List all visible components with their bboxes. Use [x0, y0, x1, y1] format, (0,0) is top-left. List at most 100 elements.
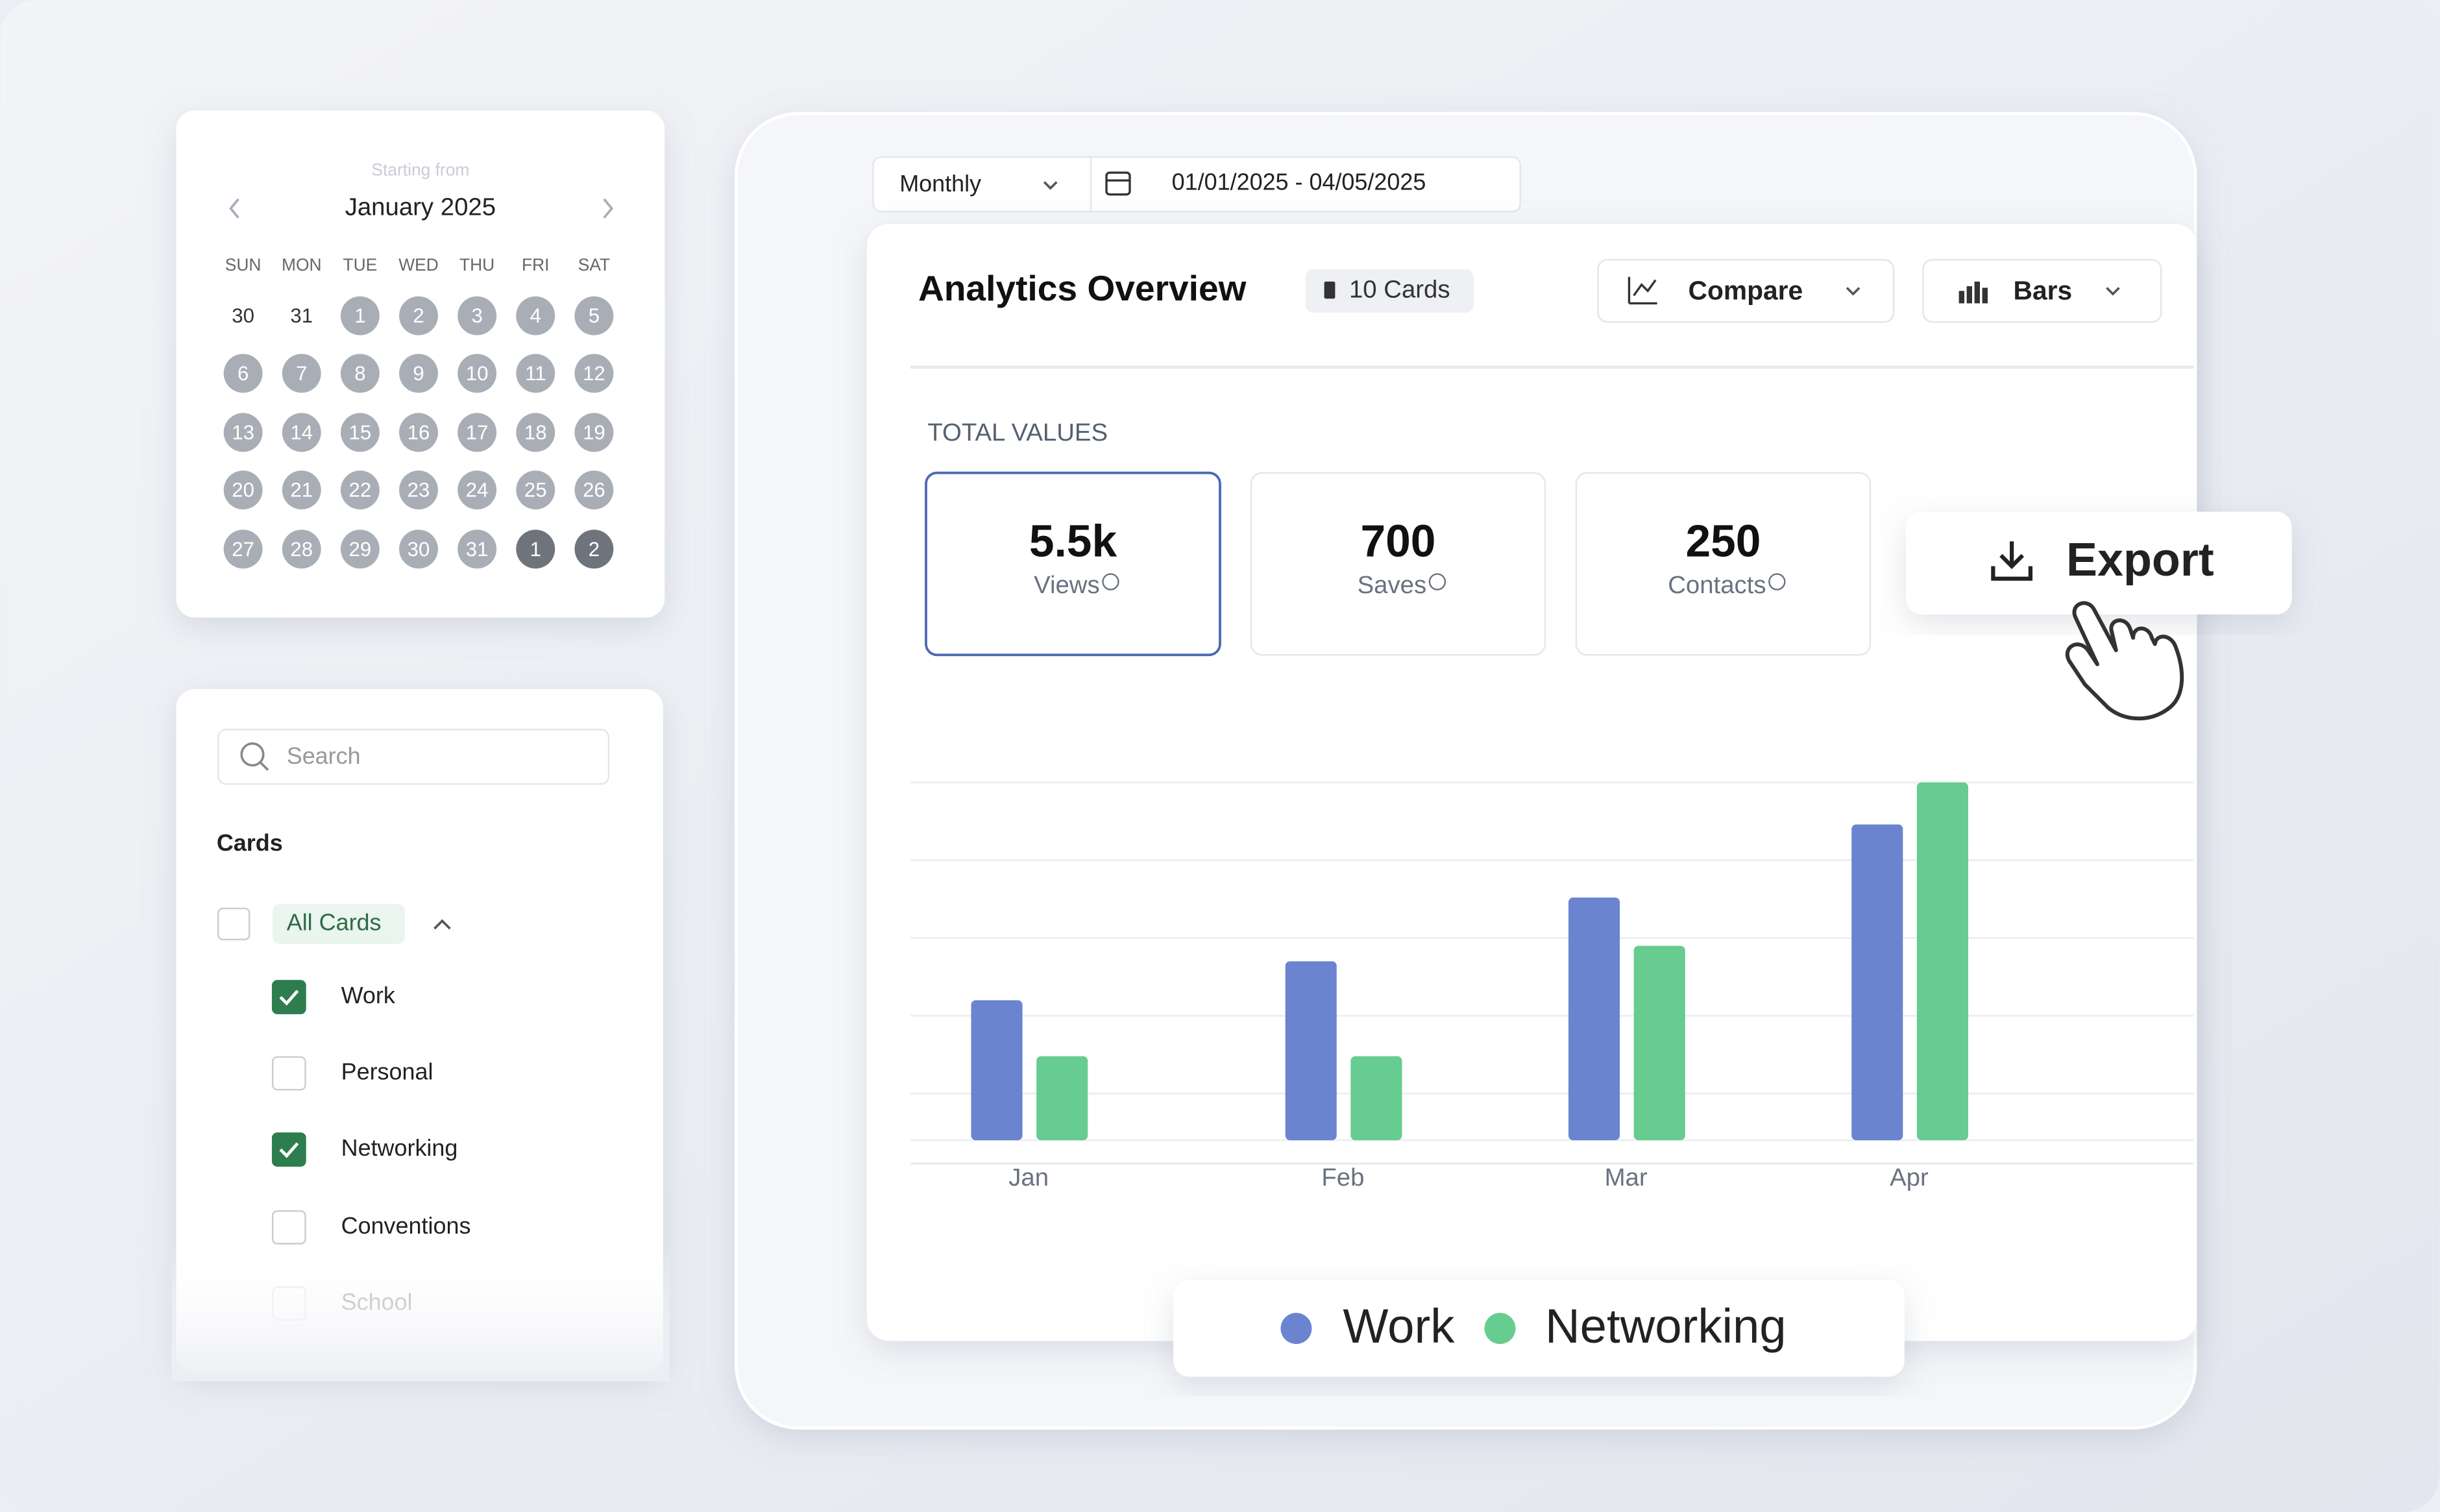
day-bubble[interactable]: [458, 530, 497, 569]
day-bubble[interactable]: [458, 296, 497, 335]
day: 14: [290, 421, 313, 444]
legend-label: Work: [1343, 1299, 1455, 1353]
day: 30: [232, 304, 254, 327]
day-bubble[interactable]: [516, 470, 555, 510]
day-bubble[interactable]: [458, 354, 497, 393]
hand-cursor: [2065, 601, 2184, 721]
day-bubble[interactable]: [223, 354, 263, 393]
day-bubble[interactable]: [399, 413, 438, 452]
day: 26: [583, 479, 605, 502]
x-tick-label: Jan: [1008, 1164, 1049, 1191]
bar: [1285, 961, 1337, 1141]
day: 11: [525, 362, 546, 385]
day: 12: [583, 362, 605, 385]
bar: [971, 1000, 1023, 1141]
day-bubble[interactable]: [282, 470, 321, 510]
next-month[interactable]: [603, 198, 614, 219]
day-bubble[interactable]: [282, 530, 321, 569]
legend: [1173, 1280, 1905, 1377]
toolbar: [872, 156, 1521, 213]
bar: [1916, 782, 1969, 1141]
info-icon: [1428, 573, 1446, 591]
day: 3: [471, 304, 482, 327]
legend-label: Networking: [1545, 1299, 1787, 1353]
day-bubble[interactable]: [282, 413, 321, 452]
day-bubble[interactable]: [340, 354, 380, 393]
info-icon: [1768, 573, 1786, 591]
day-bubble[interactable]: [516, 354, 555, 393]
day-bubble[interactable]: [340, 413, 380, 452]
export-button[interactable]: [1906, 511, 2292, 615]
day: 5: [589, 304, 600, 327]
legend-swatch: [1280, 1313, 1312, 1345]
day: 31: [466, 538, 489, 561]
period-select: Monthly: [899, 170, 981, 197]
day: 16: [408, 421, 430, 444]
day-bubble[interactable]: [574, 296, 614, 335]
bar: [1036, 1056, 1088, 1141]
day-bubble[interactable]: [458, 413, 497, 452]
day-bubble[interactable]: [340, 296, 380, 335]
day-bubble[interactable]: [223, 413, 263, 452]
day: 23: [408, 479, 430, 502]
compare-chevron: [1846, 287, 1860, 296]
analytics-title: Analytics Overview: [918, 268, 1247, 308]
weekday: TUE: [343, 255, 378, 274]
day: 15: [349, 421, 372, 444]
view-icon-bar: [1982, 287, 1988, 304]
view-button[interactable]: [1922, 259, 2162, 323]
stat-card[interactable]: [925, 471, 1221, 657]
day-bubble[interactable]: [399, 296, 438, 335]
view-label: Bars: [2014, 275, 2073, 305]
prev-month[interactable]: [229, 198, 239, 219]
info-icon: [1102, 573, 1119, 591]
period-chevron: [1043, 181, 1058, 190]
day: 20: [232, 479, 254, 502]
weekday: MON: [282, 255, 322, 274]
day: 22: [349, 479, 372, 502]
day-bubble[interactable]: [574, 530, 614, 569]
stat-card[interactable]: [1250, 472, 1546, 656]
badge: [1305, 269, 1474, 313]
weekday: SAT: [578, 255, 610, 274]
day: 19: [583, 421, 605, 444]
view-icon-bar: [1966, 286, 1973, 304]
day-bubble[interactable]: [223, 530, 263, 569]
day-bubble[interactable]: [574, 354, 614, 393]
day-bubble[interactable]: [458, 470, 497, 510]
day-bubble[interactable]: [574, 413, 614, 452]
day-bubble[interactable]: [340, 470, 380, 510]
day-bubble[interactable]: [340, 530, 380, 569]
stat-label: Contacts: [1668, 571, 1766, 599]
bar: [1568, 897, 1620, 1141]
weekday: THU: [459, 255, 494, 274]
day-bubble[interactable]: [223, 470, 263, 510]
compare-button[interactable]: [1597, 259, 1895, 323]
stat-card[interactable]: [1575, 472, 1872, 656]
day: 2: [589, 538, 600, 561]
stat-value: 700: [1360, 515, 1435, 566]
compare-label: Compare: [1689, 275, 1803, 305]
weekday: SUN: [225, 255, 262, 274]
day: 27: [232, 538, 254, 561]
day-bubble[interactable]: [399, 354, 438, 393]
day-bubble[interactable]: [516, 296, 555, 335]
day-bubble[interactable]: [516, 530, 555, 569]
day-bubble[interactable]: [282, 354, 321, 393]
day: 18: [524, 421, 547, 444]
view-chevron: [2106, 287, 2120, 296]
day: 25: [524, 479, 547, 502]
stat-value: 250: [1685, 515, 1761, 566]
day: 21: [290, 479, 313, 502]
day: 8: [354, 362, 365, 385]
day: 24: [466, 479, 489, 502]
weekday: FRI: [522, 255, 549, 274]
badge-label: 10 Cards: [1349, 275, 1450, 303]
calendar-caption: Starting from: [371, 160, 469, 180]
day-bubble[interactable]: [399, 470, 438, 510]
day-bubble[interactable]: [516, 413, 555, 452]
day-bubble[interactable]: [399, 530, 438, 569]
day-bubble[interactable]: [574, 470, 614, 510]
x-tick-label: Feb: [1321, 1164, 1364, 1191]
legend-swatch: [1484, 1313, 1516, 1345]
